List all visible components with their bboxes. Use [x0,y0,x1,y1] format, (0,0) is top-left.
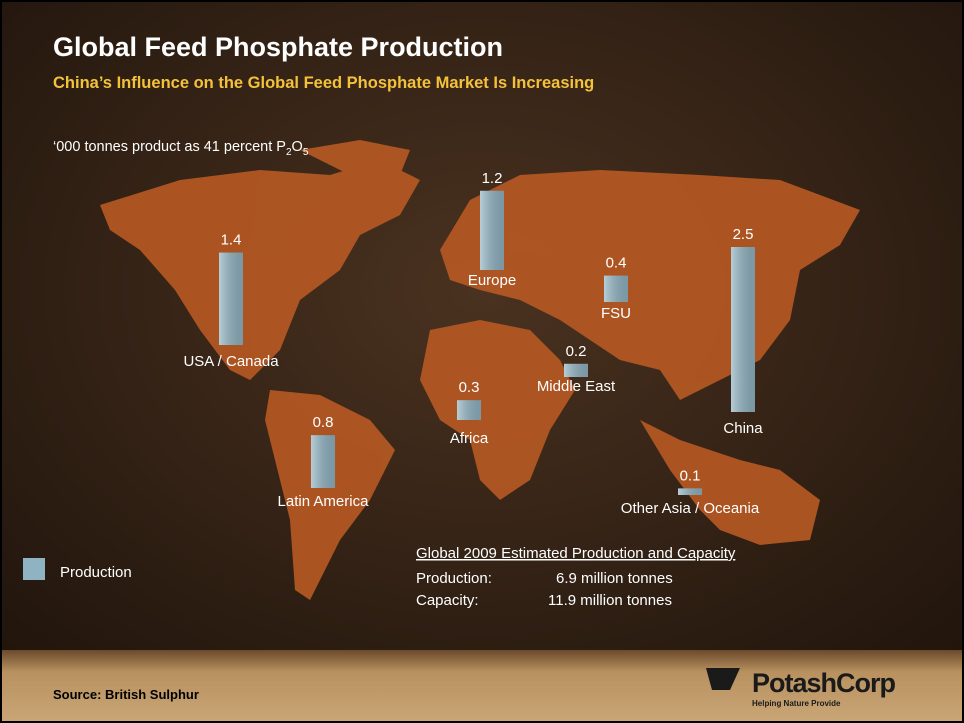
category-label: Middle East [537,378,616,395]
logo-mark [706,668,740,690]
value-label: 1.2 [482,170,503,187]
summary-value: 11.9 million tonnes [548,592,672,609]
legend-swatch [23,558,45,580]
summary-heading: Global 2009 Estimated Production and Cap… [416,545,736,562]
value-label: 0.3 [459,379,480,396]
category-label: China [723,420,763,437]
value-label: 0.4 [606,255,627,272]
unit-sub: 2 [286,147,292,158]
bar-shine [311,435,335,488]
unit-text: O [292,139,303,155]
logo-name: PotashCorp [752,668,896,698]
bar-shine [731,247,755,412]
category-label: Other Asia / Oceania [621,500,760,517]
category-label: Africa [450,430,489,447]
title: Global Feed Phosphate Production [53,32,503,62]
category-label: FSU [601,305,631,322]
source: Source: British Sulphur [53,687,199,702]
category-label: Europe [468,272,516,289]
summary-label: Capacity: [416,592,479,609]
bar-shine [564,363,588,377]
bar-shine [678,488,702,495]
subtitle: China’s Influence on the Global Feed Pho… [53,74,594,92]
bar-shine [480,190,504,270]
unit-text: ‘000 tonnes product as 41 percent P [53,139,286,155]
summary-value: 6.9 million tonnes [556,570,673,587]
legend-label: Production [60,564,132,581]
summary-label: Production: [416,570,492,587]
footer-band [0,650,964,723]
category-label: Latin America [278,493,370,510]
logo-tagline: Helping Nature Provide [752,699,841,708]
bar-shine [457,400,481,420]
value-label: 0.8 [313,414,334,431]
value-label: 1.4 [221,232,242,249]
value-label: 0.2 [566,343,587,360]
value-label: 0.1 [680,467,701,484]
unit-label: ‘000 tonnes product as 41 percent P2O5 [53,139,309,158]
category-label: USA / Canada [183,353,279,370]
bar-shine [604,275,628,302]
value-label: 2.5 [733,226,754,243]
bar-shine [219,252,243,345]
unit-sub: 5 [303,147,309,158]
